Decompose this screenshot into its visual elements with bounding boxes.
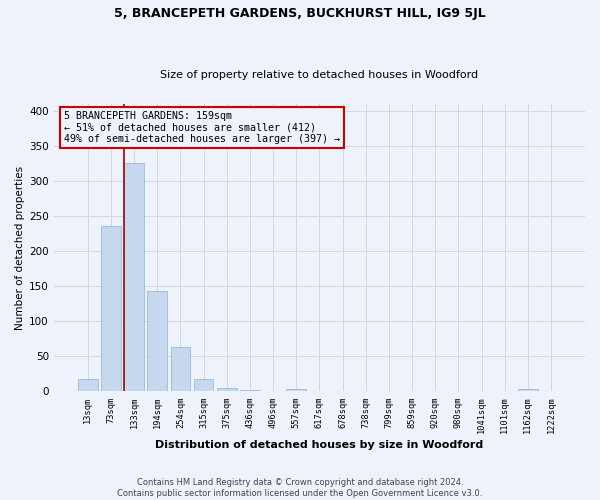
Text: Contains HM Land Registry data © Crown copyright and database right 2024.
Contai: Contains HM Land Registry data © Crown c… bbox=[118, 478, 482, 498]
Bar bbox=[194, 379, 214, 392]
Bar bbox=[286, 390, 306, 392]
Text: 5 BRANCEPETH GARDENS: 159sqm
← 51% of detached houses are smaller (412)
49% of s: 5 BRANCEPETH GARDENS: 159sqm ← 51% of de… bbox=[64, 110, 340, 144]
X-axis label: Distribution of detached houses by size in Woodford: Distribution of detached houses by size … bbox=[155, 440, 484, 450]
Bar bbox=[124, 163, 144, 392]
Bar bbox=[518, 390, 538, 392]
Bar bbox=[148, 291, 167, 392]
Bar bbox=[78, 379, 98, 392]
Bar bbox=[240, 390, 260, 392]
Bar bbox=[217, 388, 236, 392]
Title: Size of property relative to detached houses in Woodford: Size of property relative to detached ho… bbox=[160, 70, 478, 81]
Text: 5, BRANCEPETH GARDENS, BUCKHURST HILL, IG9 5JL: 5, BRANCEPETH GARDENS, BUCKHURST HILL, I… bbox=[114, 8, 486, 20]
Bar bbox=[101, 226, 121, 392]
Y-axis label: Number of detached properties: Number of detached properties bbox=[15, 166, 25, 330]
Bar bbox=[170, 347, 190, 392]
